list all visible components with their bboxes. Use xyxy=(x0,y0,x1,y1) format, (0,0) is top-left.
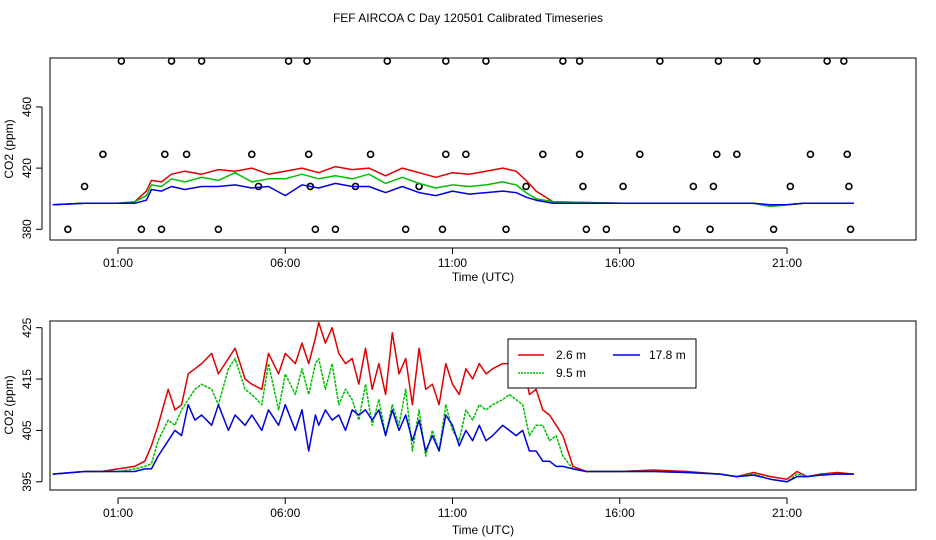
circle-point xyxy=(366,150,375,159)
circle-point xyxy=(522,182,530,191)
bottom-series-line-2-6-m xyxy=(52,321,854,480)
bottom-x-tick-label: 16:00 xyxy=(605,506,635,520)
circle-point xyxy=(539,150,547,159)
circle-point xyxy=(602,225,611,234)
circle-point xyxy=(442,150,450,159)
circle-point xyxy=(383,57,392,65)
circle-point xyxy=(636,150,644,159)
circle-point xyxy=(712,150,721,159)
circle-point xyxy=(753,57,761,65)
bottom-x-tick-label: 11:00 xyxy=(438,506,467,520)
circle-point xyxy=(303,57,311,65)
top-x-label: Time (UTC) xyxy=(452,270,514,284)
bottom-y-tick-label: 405 xyxy=(20,420,34,440)
circle-point xyxy=(80,182,89,191)
bottom-series-line-17-8-m xyxy=(52,403,854,483)
circle-point xyxy=(284,57,293,65)
top-circle-points xyxy=(64,57,855,234)
figure-title: FEF AIRCOA C Day 120501 Calibrated Times… xyxy=(333,11,603,25)
legend-label-17-8m: 17.8 m xyxy=(649,348,686,362)
circle-point xyxy=(733,150,741,159)
bottom-series-lines xyxy=(52,321,854,483)
circle-point xyxy=(559,57,567,65)
legend-box xyxy=(507,338,697,389)
bottom-y-axis: 395 405 415 425 xyxy=(20,317,43,492)
circle-point xyxy=(182,150,191,159)
bottom-y-tick-label: 425 xyxy=(20,317,34,337)
circle-point xyxy=(786,182,795,191)
circle-point xyxy=(769,225,778,234)
bottom-y-tick-label: 395 xyxy=(20,471,34,491)
circle-point xyxy=(157,225,166,234)
top-panel: 01:00 06:00 11:00 16:00 21:00 380 420 460 Time… xyxy=(2,57,917,284)
circle-point xyxy=(806,150,815,159)
circle-point xyxy=(248,150,256,159)
circle-point xyxy=(137,225,146,234)
bottom-panel: 01:00 06:00 11:00 16:00 21:00 395 405 415 425 T… xyxy=(2,317,917,537)
top-series-line-9-5-m xyxy=(52,171,854,208)
circle-point xyxy=(331,225,340,234)
circle-point xyxy=(117,57,126,65)
circle-point xyxy=(311,225,320,234)
top-x-axis: 01:00 06:00 11:00 16:00 21:00 xyxy=(103,247,802,270)
bottom-series-line-9-5-m xyxy=(52,357,854,483)
circle-point xyxy=(197,57,206,65)
circle-point xyxy=(709,182,718,191)
top-y-label: CO2 (ppm) xyxy=(2,119,16,178)
top-x-tick-label: 21:00 xyxy=(772,256,802,270)
top-x-tick-label: 16:00 xyxy=(605,256,635,270)
top-plot-frame xyxy=(49,57,917,241)
top-x-tick-label: 06:00 xyxy=(270,256,300,270)
legend-label-9-5m: 9.5 m xyxy=(556,366,586,380)
circle-point xyxy=(401,225,410,234)
circle-point xyxy=(214,225,223,234)
bottom-y-tick-label: 415 xyxy=(20,369,34,389)
top-x-tick-label: 11:00 xyxy=(438,256,467,270)
bottom-x-tick-label: 01:00 xyxy=(103,506,133,520)
circle-point xyxy=(442,57,450,65)
circle-point xyxy=(656,57,664,65)
circle-point xyxy=(575,57,584,65)
circle-point xyxy=(167,57,176,65)
circle-point xyxy=(689,182,698,191)
circle-point xyxy=(438,225,447,234)
circle-point xyxy=(672,225,681,234)
bottom-x-label: Time (UTC) xyxy=(452,523,514,537)
circle-point xyxy=(99,150,107,159)
circle-point xyxy=(161,150,169,159)
circle-point xyxy=(304,150,313,159)
circle-point xyxy=(462,150,470,159)
circle-point xyxy=(579,182,587,191)
circle-point xyxy=(823,57,831,65)
circle-point xyxy=(619,182,627,191)
top-y-axis: 380 420 460 xyxy=(20,97,43,239)
top-series-line-17-8-m xyxy=(52,182,854,206)
bottom-x-tick-label: 21:00 xyxy=(772,506,802,520)
bottom-y-label: CO2 (ppm) xyxy=(2,375,16,434)
bottom-x-axis: 01:00 06:00 11:00 16:00 21:00 xyxy=(103,497,802,520)
circle-point xyxy=(714,57,723,65)
circle-point xyxy=(843,150,852,159)
circle-point xyxy=(582,225,591,234)
top-y-tick-label: 420 xyxy=(20,158,34,178)
legend-label-2-6m: 2.6 m xyxy=(556,348,586,362)
circle-point xyxy=(846,225,855,234)
circle-point xyxy=(575,150,584,159)
top-y-tick-label: 460 xyxy=(20,97,34,117)
top-series-lines xyxy=(52,165,854,208)
top-x-tick-label: 01:00 xyxy=(103,256,133,270)
top-y-tick-label: 380 xyxy=(20,219,34,239)
circle-point xyxy=(706,225,714,234)
circle-point xyxy=(502,225,510,234)
circle-point xyxy=(840,57,848,65)
legend: 2.6 m 9.5 m 17.8 m xyxy=(507,338,697,389)
bottom-plot-frame xyxy=(49,320,917,491)
circle-point xyxy=(64,225,72,234)
circle-point xyxy=(482,57,490,65)
bottom-x-tick-label: 06:00 xyxy=(270,506,300,520)
circle-point xyxy=(845,182,853,191)
